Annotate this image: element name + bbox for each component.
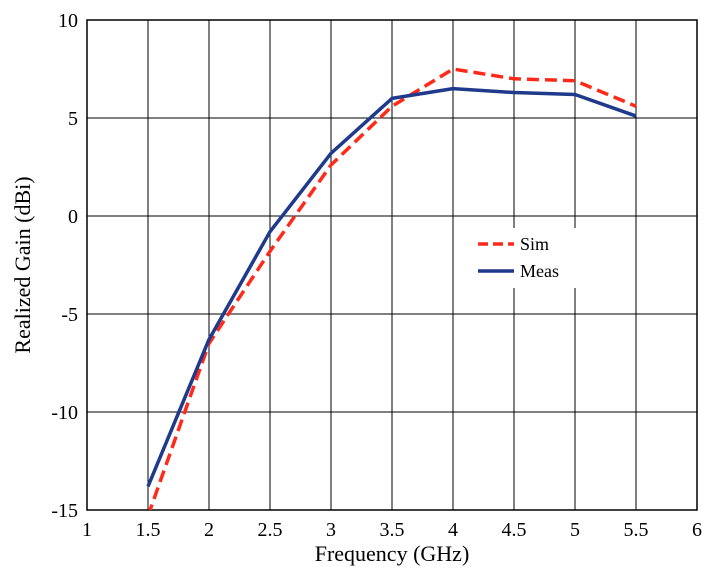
x-tick-label: 1.5 <box>136 519 161 541</box>
plot-frame <box>86 19 698 511</box>
y-tick-label: 10 <box>58 10 78 32</box>
x-tick-label: 4.5 <box>502 519 527 541</box>
y-tick-label: 5 <box>68 108 78 130</box>
x-tick-label: 5 <box>570 519 580 541</box>
x-tick-label: 2 <box>204 519 214 541</box>
y-tick-label: -10 <box>51 402 78 424</box>
x-tick-label: 6 <box>692 519 702 541</box>
series-line-sim <box>148 67 637 510</box>
y-tick-label: 0 <box>68 206 78 228</box>
legend: Sim Meas <box>470 228 582 288</box>
x-tick-label: 2.5 <box>258 519 283 541</box>
y-axis-label: Realized Gain (dBi) <box>10 176 35 353</box>
y-tick-label: -5 <box>61 304 78 326</box>
tick-labels: 1 1.5 2 2.5 3 3.5 4 4.5 5 5.5 6 -15 -10 -5 0 5 10 <box>51 10 702 541</box>
x-axis-label: Frequency (GHz) <box>315 541 470 566</box>
series-layer <box>146 67 637 510</box>
legend-label-sim: Sim <box>520 234 549 254</box>
legend-box <box>470 228 582 288</box>
series-line-meas <box>146 86 637 488</box>
y-tick-label: -15 <box>51 500 78 522</box>
x-tick-label: 4 <box>448 519 458 541</box>
x-tick-label: 3.5 <box>380 519 405 541</box>
x-tick-label: 3 <box>326 519 336 541</box>
legend-label-meas: Meas <box>520 261 559 281</box>
x-tick-label: 5.5 <box>624 519 649 541</box>
x-tick-label: 1 <box>82 519 92 541</box>
